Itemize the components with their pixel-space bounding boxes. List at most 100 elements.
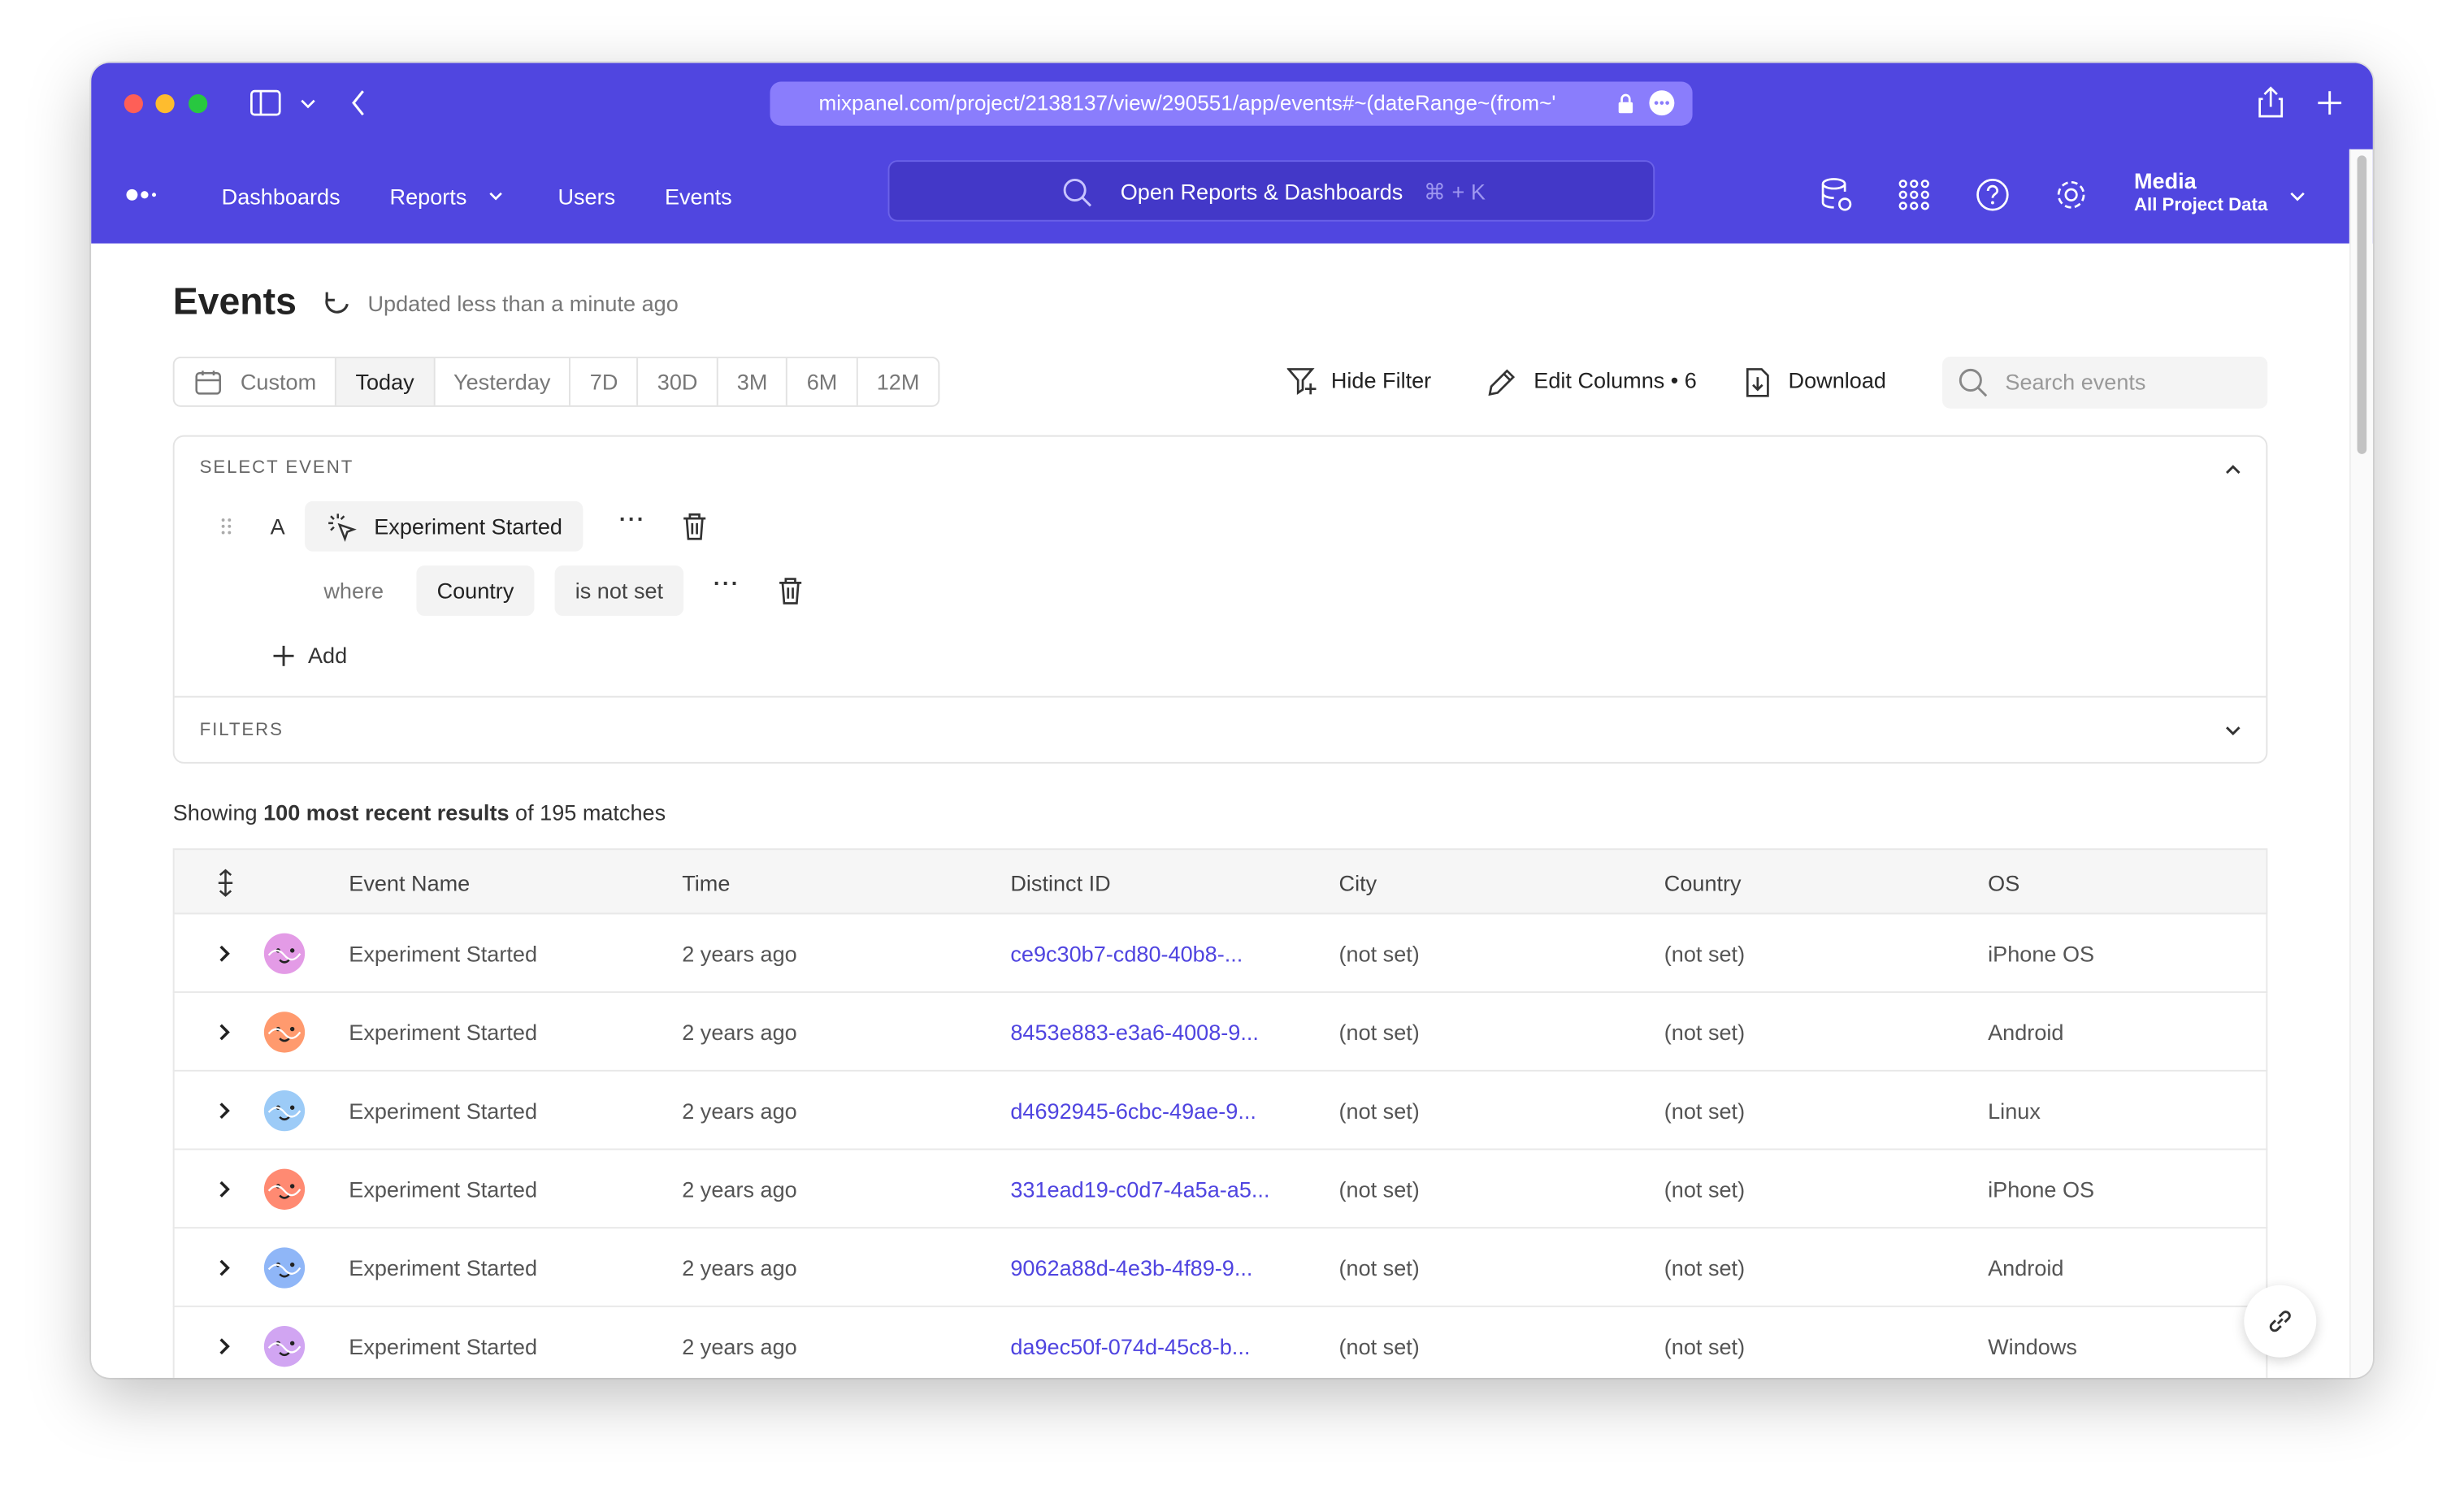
- url-text: mixpanel.com/project/2138137/view/290551…: [818, 91, 1556, 115]
- help-icon[interactable]: [1976, 178, 2011, 213]
- search-events-input[interactable]: Search events: [1942, 356, 2268, 409]
- column-header-os[interactable]: OS: [1988, 870, 2020, 896]
- where-label: where: [323, 578, 384, 604]
- table-header: Event Name Time Distinct ID City Country…: [172, 848, 2268, 915]
- expand-chevron-down-icon[interactable]: [2225, 726, 2241, 737]
- nav-users[interactable]: Users: [557, 184, 616, 210]
- table-row[interactable]: Experiment Started 2 years ago d4692945-…: [172, 1071, 2268, 1150]
- new-tab-icon[interactable]: [2318, 91, 2342, 115]
- event-selector[interactable]: Experiment Started: [305, 500, 583, 552]
- tab-30d[interactable]: 30D: [639, 357, 718, 405]
- distinct-id-link[interactable]: 8453e883-e3a6-4008-9...: [1010, 1019, 1259, 1045]
- city-cell: (not set): [1338, 1333, 1420, 1359]
- country-cell: (not set): [1664, 1019, 1746, 1045]
- tab-custom[interactable]: Custom: [175, 357, 337, 405]
- share-icon[interactable]: [2258, 86, 2284, 118]
- maximize-window-button[interactable]: [189, 94, 208, 114]
- filters-heading[interactable]: FILTERS: [199, 721, 284, 740]
- table-row[interactable]: Experiment Started 2 years ago 8453e883-…: [172, 993, 2268, 1072]
- avatar: [263, 1012, 306, 1053]
- expand-row-chevron-icon[interactable]: [219, 1102, 231, 1120]
- tab-12m[interactable]: 12M: [876, 369, 920, 395]
- event-name-cell: Experiment Started: [349, 1255, 538, 1280]
- distinct-id-link[interactable]: ce9c30b7-cd80-40b8-...: [1010, 941, 1243, 967]
- avatar: [263, 1090, 306, 1132]
- trash-icon[interactable]: [778, 577, 803, 605]
- distinct-id-link[interactable]: 9062a88d-4e3b-4f89-9...: [1010, 1255, 1253, 1280]
- apps-grid-icon[interactable]: [1898, 179, 1930, 210]
- os-cell: Windows: [1988, 1333, 2077, 1359]
- browser-window: mixpanel.com/project/2138137/view/290551…: [91, 63, 2373, 1378]
- hide-filter-label: Hide Filter: [1330, 367, 1432, 393]
- minimize-window-button[interactable]: [155, 94, 175, 114]
- data-management-icon[interactable]: [1820, 178, 1855, 215]
- search-placeholder: Open Reports & Dashboards: [1120, 179, 1403, 205]
- nav-events[interactable]: Events: [664, 184, 732, 210]
- search-shortcut: ⌘ + K: [1423, 179, 1486, 205]
- table-row[interactable]: Experiment Started 2 years ago 331ead19-…: [172, 1150, 2268, 1229]
- filter-more-button[interactable]: ···: [713, 570, 740, 596]
- column-header-distinct-id[interactable]: Distinct ID: [1010, 870, 1111, 896]
- expand-row-chevron-icon[interactable]: [219, 1259, 231, 1277]
- collapse-chevron-up-icon[interactable]: [2225, 463, 2241, 474]
- nav-dashboards[interactable]: Dashboards: [221, 184, 341, 210]
- event-more-button[interactable]: ···: [618, 505, 646, 531]
- tab-7d[interactable]: 7D: [571, 357, 639, 405]
- chevron-down-icon: [2290, 192, 2305, 201]
- distinct-id-link[interactable]: da9ec50f-074d-45c8-b...: [1010, 1333, 1251, 1359]
- close-window-button[interactable]: [124, 94, 143, 114]
- table-row[interactable]: Experiment Started 2 years ago ce9c30b7-…: [172, 914, 2268, 994]
- table-row[interactable]: Experiment Started 2 years ago 9062a88d-…: [172, 1228, 2268, 1307]
- tab-yesterday[interactable]: Yesterday: [435, 357, 571, 405]
- event-name-cell: Experiment Started: [349, 1098, 538, 1124]
- filter-operator-chip[interactable]: is not set: [554, 565, 684, 617]
- column-header-city[interactable]: City: [1338, 870, 1377, 896]
- refresh-icon[interactable]: [322, 289, 352, 319]
- avatar: [263, 1326, 306, 1367]
- time-cell: 2 years ago: [682, 1176, 797, 1202]
- distinct-id-link[interactable]: d4692945-6cbc-49ae-9...: [1010, 1098, 1256, 1124]
- more-icon[interactable]: [1648, 89, 1675, 116]
- link-icon: [2269, 1311, 2291, 1332]
- expand-row-chevron-icon[interactable]: [219, 1023, 231, 1042]
- scrollbar-thumb[interactable]: [2357, 155, 2367, 454]
- project-selector[interactable]: Media All Project Data: [2134, 168, 2267, 215]
- trash-icon[interactable]: [682, 512, 707, 540]
- time-cell: 2 years ago: [682, 1333, 797, 1359]
- event-name: Experiment Started: [374, 513, 562, 539]
- expand-row-chevron-icon[interactable]: [219, 944, 231, 963]
- settings-gear-icon[interactable]: [2054, 178, 2089, 213]
- open-reports-search[interactable]: Open Reports & Dashboards ⌘ + K: [887, 160, 1655, 222]
- mixpanel-logo-icon[interactable]: [126, 188, 163, 201]
- address-bar[interactable]: mixpanel.com/project/2138137/view/290551…: [770, 81, 1693, 126]
- tab-3m[interactable]: 3M: [718, 357, 788, 405]
- scrollbar[interactable]: [2349, 149, 2373, 1378]
- column-header-time[interactable]: Time: [682, 870, 731, 896]
- nav-reports[interactable]: Reports: [389, 184, 467, 210]
- results-summary: Showing 100 most recent results of 195 m…: [173, 799, 666, 825]
- search-icon: [1959, 368, 1988, 397]
- sidebar-toggle-icon[interactable]: [249, 89, 281, 116]
- project-name: Media: [2133, 167, 2197, 193]
- distinct-id-link[interactable]: 331ead19-c0d7-4a5a-a5...: [1010, 1176, 1270, 1202]
- time-cell: 2 years ago: [682, 1255, 797, 1280]
- tab-6m[interactable]: 6M: [788, 357, 858, 405]
- column-header-country[interactable]: Country: [1664, 870, 1742, 896]
- os-cell: Linux: [1988, 1098, 2041, 1124]
- table-row[interactable]: Experiment Started 2 years ago da9ec50f-…: [172, 1306, 2268, 1378]
- city-cell: (not set): [1338, 1098, 1420, 1124]
- copy-link-button[interactable]: [2244, 1285, 2317, 1358]
- country-cell: (not set): [1664, 1333, 1746, 1359]
- tab-today[interactable]: Today: [336, 357, 435, 405]
- chevron-down-icon[interactable]: [300, 97, 315, 110]
- expand-row-chevron-icon[interactable]: [219, 1337, 231, 1356]
- drag-handle-icon[interactable]: [220, 517, 232, 535]
- expand-row-chevron-icon[interactable]: [219, 1180, 231, 1198]
- back-icon[interactable]: [350, 89, 366, 116]
- main-content: Events Updated less than a minute ago Cu…: [91, 243, 2349, 1378]
- column-header-event-name[interactable]: Event Name: [349, 870, 471, 896]
- divider: [174, 695, 2267, 698]
- filter-property-chip[interactable]: Country: [416, 565, 535, 617]
- sort-order-icon[interactable]: [217, 869, 234, 897]
